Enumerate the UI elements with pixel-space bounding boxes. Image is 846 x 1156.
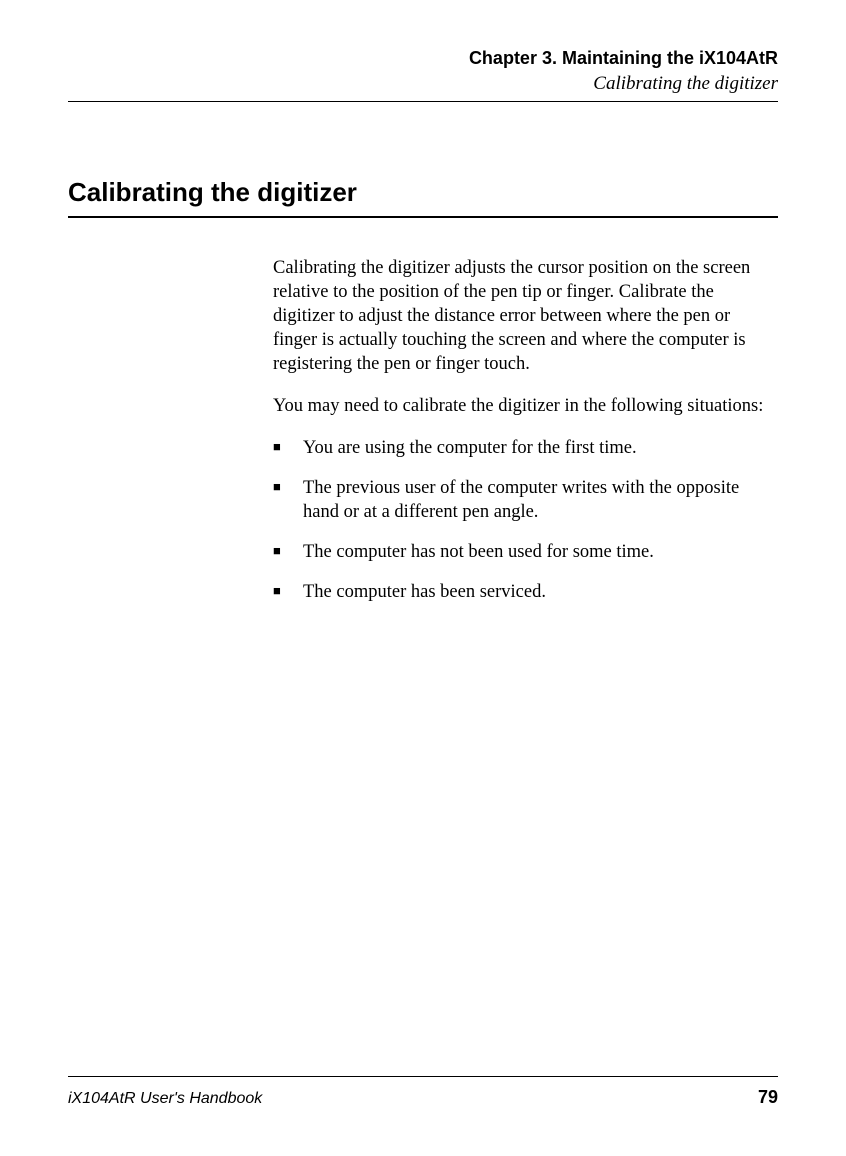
bullet-text: The previous user of the computer writes… bbox=[303, 476, 768, 524]
list-item: ■ The computer has been serviced. bbox=[273, 580, 768, 604]
body-paragraph: You may need to calibrate the digitizer … bbox=[273, 394, 768, 418]
bullet-icon: ■ bbox=[273, 436, 303, 456]
list-item: ■ The previous user of the computer writ… bbox=[273, 476, 768, 524]
chapter-title: Chapter 3. Maintaining the iX104AtR bbox=[68, 48, 778, 69]
main-heading: Calibrating the digitizer bbox=[68, 177, 778, 208]
heading-rule bbox=[68, 216, 778, 218]
footer-row: iX104AtR User's Handbook 79 bbox=[68, 1087, 778, 1108]
page-header: Chapter 3. Maintaining the iX104AtR Cali… bbox=[68, 48, 778, 95]
footer-rule bbox=[68, 1076, 778, 1077]
footer-handbook-label: iX104AtR User's Handbook bbox=[68, 1090, 262, 1108]
header-section-label: Calibrating the digitizer bbox=[68, 73, 778, 95]
footer-page-number: 79 bbox=[758, 1087, 778, 1108]
bullet-text: The computer has not been used for some … bbox=[303, 540, 768, 564]
list-item: ■ You are using the computer for the fir… bbox=[273, 436, 768, 460]
header-rule bbox=[68, 101, 778, 102]
bullet-text: The computer has been serviced. bbox=[303, 580, 768, 604]
content-block: Calibrating the digitizer adjusts the cu… bbox=[273, 256, 768, 605]
bullet-text: You are using the computer for the first… bbox=[303, 436, 768, 460]
list-item: ■ The computer has not been used for som… bbox=[273, 540, 768, 564]
bullet-list: ■ You are using the computer for the fir… bbox=[273, 436, 768, 604]
bullet-icon: ■ bbox=[273, 476, 303, 496]
bullet-icon: ■ bbox=[273, 540, 303, 560]
body-paragraph: Calibrating the digitizer adjusts the cu… bbox=[273, 256, 768, 376]
page-footer: iX104AtR User's Handbook 79 bbox=[68, 1076, 778, 1108]
bullet-icon: ■ bbox=[273, 580, 303, 600]
